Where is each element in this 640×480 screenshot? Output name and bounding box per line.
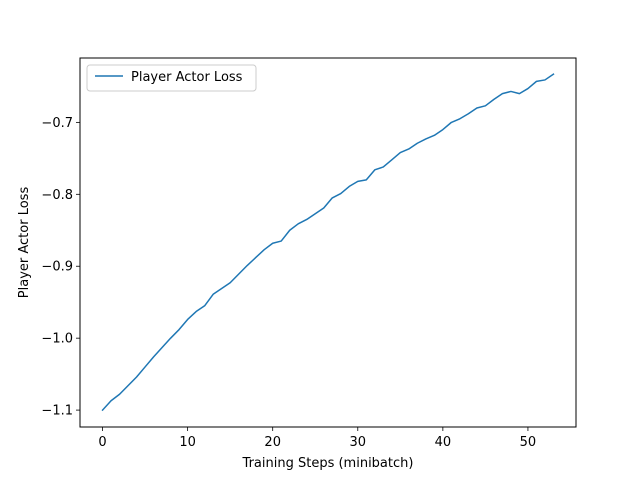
legend-box (86, 64, 257, 92)
y-tick-label: −1.0 (41, 332, 73, 347)
y-tick-label: −0.7 (41, 116, 73, 131)
y-axis-ticks: −1.1 −1.0 −0.9 −0.8 −0.7 (41, 116, 80, 419)
x-tick-label: 10 (179, 435, 196, 450)
x-tick-label: 0 (98, 435, 106, 450)
x-tick-label: 40 (435, 435, 452, 450)
y-tick-label: −0.8 (41, 188, 73, 203)
x-axis-label: Training Steps (minibatch) (242, 456, 414, 471)
series-layer (101, 73, 555, 412)
x-axis-ticks: 0 10 20 30 40 50 (98, 427, 536, 450)
series-line-player-actor-loss (101, 73, 555, 412)
y-tick-label: −1.1 (41, 404, 73, 419)
y-axis-label: Player Actor Loss (17, 187, 32, 299)
x-tick-label: 50 (520, 435, 537, 450)
x-tick-label: 30 (350, 435, 367, 450)
legend: Player Actor Loss (86, 64, 257, 92)
axes-frame (79, 57, 577, 428)
x-tick-label: 20 (264, 435, 281, 450)
plot-area (79, 57, 577, 428)
y-tick-label: −0.9 (41, 260, 73, 275)
legend-label-player-actor-loss: Player Actor Loss (131, 70, 243, 85)
